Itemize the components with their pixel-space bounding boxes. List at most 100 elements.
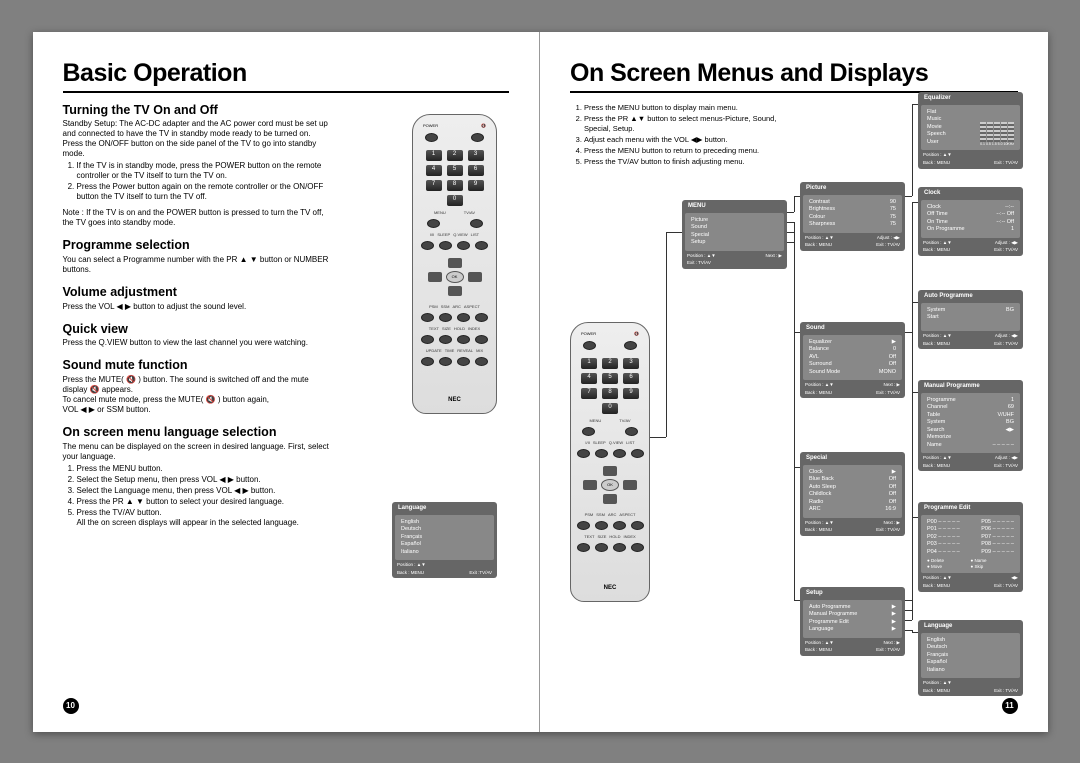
lbl: TIME bbox=[445, 348, 455, 353]
btn[interactable] bbox=[457, 313, 470, 322]
connector-line bbox=[794, 196, 795, 212]
btn[interactable] bbox=[421, 313, 434, 322]
tvav-label: TV/AV bbox=[464, 210, 475, 215]
btn[interactable] bbox=[613, 521, 626, 530]
lbl: HOLD bbox=[609, 534, 620, 539]
btn[interactable] bbox=[577, 449, 590, 458]
num-1[interactable]: 1 bbox=[581, 358, 597, 369]
btn[interactable] bbox=[421, 357, 434, 366]
btn[interactable] bbox=[577, 543, 590, 552]
mute-icon: 🔇 bbox=[481, 123, 486, 128]
btn[interactable] bbox=[613, 543, 626, 552]
btn[interactable] bbox=[439, 313, 452, 322]
step: Press the MENU button to return to prece… bbox=[584, 146, 800, 156]
lbl: INDEX bbox=[624, 534, 636, 539]
btn[interactable] bbox=[439, 357, 452, 366]
num-8[interactable]: 8 bbox=[447, 180, 463, 191]
btn[interactable] bbox=[595, 449, 608, 458]
num-3[interactable]: 3 bbox=[468, 150, 484, 161]
lbl: SIZE bbox=[442, 326, 451, 331]
btn[interactable] bbox=[457, 357, 470, 366]
vol-down[interactable] bbox=[583, 480, 597, 490]
instructions: Press the MENU button to display main me… bbox=[570, 103, 800, 168]
sec-turning-h: Turning the TV On and Off bbox=[63, 103, 333, 119]
osd-manualprog: Manual ProgrammeProgramme1Channel69Table… bbox=[918, 380, 1023, 472]
num-0[interactable]: 0 bbox=[447, 195, 463, 206]
lbl: SIZE bbox=[597, 534, 606, 539]
menu-button[interactable] bbox=[427, 219, 440, 228]
ftr: Exit :TV/AV bbox=[469, 570, 492, 576]
btn[interactable] bbox=[631, 521, 644, 530]
btn[interactable] bbox=[439, 335, 452, 344]
manual-spread: Basic Operation Turning the TV On and Of… bbox=[33, 32, 1048, 732]
menu-label: MENU bbox=[434, 210, 446, 215]
num-9[interactable]: 9 bbox=[623, 388, 639, 399]
num-6[interactable]: 6 bbox=[468, 165, 484, 176]
power-button[interactable] bbox=[425, 133, 438, 142]
brand-label: NEC bbox=[604, 585, 617, 593]
tvav-button[interactable] bbox=[625, 427, 638, 436]
num-8[interactable]: 8 bbox=[602, 388, 618, 399]
lbl: Q.VIEW bbox=[453, 232, 467, 237]
btn[interactable] bbox=[631, 449, 644, 458]
num-5[interactable]: 5 bbox=[602, 373, 618, 384]
btn[interactable] bbox=[475, 335, 488, 344]
vol-up[interactable] bbox=[623, 480, 637, 490]
power-label: POWER bbox=[581, 331, 596, 336]
btn[interactable] bbox=[475, 241, 488, 250]
pr-up[interactable] bbox=[603, 466, 617, 476]
step: Press the TV/AV button. All the on scree… bbox=[77, 508, 333, 528]
ok-button[interactable]: OK bbox=[446, 271, 464, 283]
num-3[interactable]: 3 bbox=[623, 358, 639, 369]
num-4[interactable]: 4 bbox=[426, 165, 442, 176]
tvav-button[interactable] bbox=[470, 219, 483, 228]
connector-line bbox=[912, 392, 919, 393]
num-2[interactable]: 2 bbox=[447, 150, 463, 161]
pr-up[interactable] bbox=[448, 258, 462, 268]
num-5[interactable]: 5 bbox=[447, 165, 463, 176]
btn[interactable] bbox=[595, 543, 608, 552]
btn[interactable] bbox=[475, 357, 488, 366]
pr-down[interactable] bbox=[603, 494, 617, 504]
vol-up[interactable] bbox=[468, 272, 482, 282]
lbl: UPDATE bbox=[426, 348, 442, 353]
mute-button[interactable] bbox=[471, 133, 484, 142]
btn[interactable] bbox=[457, 241, 470, 250]
mute-button[interactable] bbox=[624, 341, 637, 350]
num-7[interactable]: 7 bbox=[581, 388, 597, 399]
num-9[interactable]: 9 bbox=[468, 180, 484, 191]
num-4[interactable]: 4 bbox=[581, 373, 597, 384]
lbl: ASPECT bbox=[464, 304, 480, 309]
lbl: PSM bbox=[585, 512, 594, 517]
btn[interactable] bbox=[577, 521, 590, 530]
menu-button[interactable] bbox=[582, 427, 595, 436]
btn[interactable] bbox=[595, 521, 608, 530]
pr-down[interactable] bbox=[448, 286, 462, 296]
page-left: Basic Operation Turning the TV On and Of… bbox=[33, 32, 541, 732]
btn[interactable] bbox=[457, 335, 470, 344]
nav-pad: OK bbox=[428, 258, 482, 296]
step: Press the PR ▲▼ button to select menus-P… bbox=[584, 114, 800, 134]
num-7[interactable]: 7 bbox=[426, 180, 442, 191]
osd-clock: ClockClock--:--Off Time--:-- OffOn Time-… bbox=[918, 187, 1023, 256]
page-title: On Screen Menus and Displays bbox=[570, 58, 1018, 93]
num-2[interactable]: 2 bbox=[602, 358, 618, 369]
btn[interactable] bbox=[613, 449, 626, 458]
num-0[interactable]: 0 bbox=[602, 403, 618, 414]
btn[interactable] bbox=[439, 241, 452, 250]
osd-autoprog: Auto ProgrammeSystemBGStartPosition : ▲▼… bbox=[918, 290, 1023, 350]
connector-line bbox=[912, 104, 913, 196]
btn[interactable] bbox=[421, 241, 434, 250]
power-button[interactable] bbox=[583, 341, 596, 350]
num-1[interactable]: 1 bbox=[426, 150, 442, 161]
btn[interactable] bbox=[421, 335, 434, 344]
btn[interactable] bbox=[475, 313, 488, 322]
step: Press the Power button again on the remo… bbox=[77, 182, 333, 202]
lbl: REVEAL bbox=[457, 348, 473, 353]
num-6[interactable]: 6 bbox=[623, 373, 639, 384]
step: Press the MENU button to display main me… bbox=[584, 103, 800, 113]
vol-down[interactable] bbox=[428, 272, 442, 282]
btn[interactable] bbox=[631, 543, 644, 552]
ok-button[interactable]: OK bbox=[601, 479, 619, 491]
connector-line bbox=[666, 232, 667, 437]
